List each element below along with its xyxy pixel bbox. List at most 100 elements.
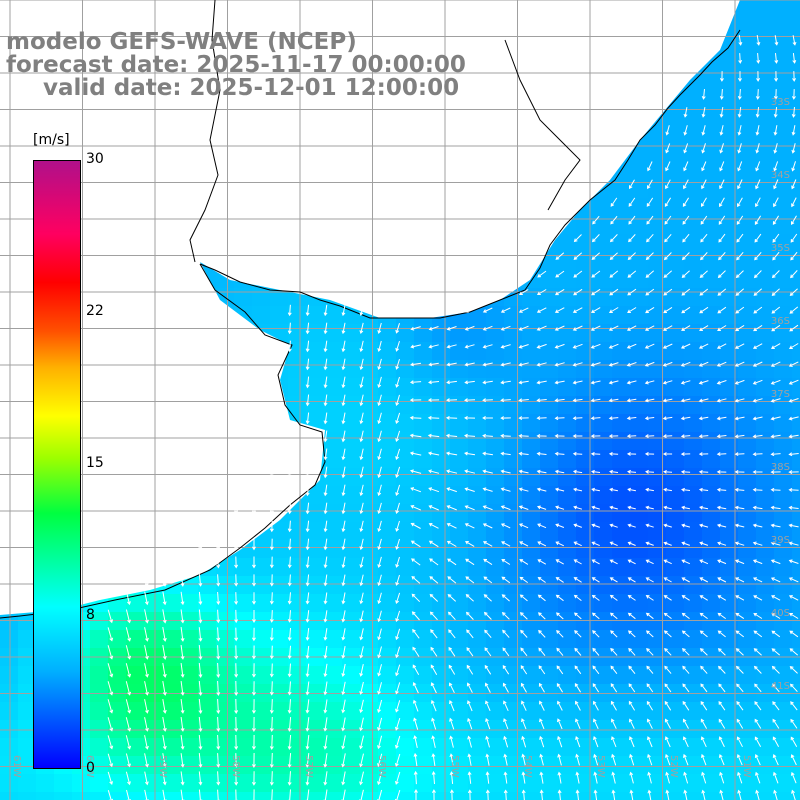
wind-arrow [521,718,527,730]
field-cell [432,756,451,775]
field-cell [612,594,631,613]
wind-arrow [536,343,547,349]
field-cell [630,558,649,577]
field-cell [288,324,307,343]
field-cell [342,720,361,739]
field-cell [144,666,163,685]
wind-arrow [752,416,763,421]
field-cell [648,270,667,289]
field-cell [126,612,145,631]
wind-arrow [662,434,673,439]
wind-arrow [539,718,545,730]
field-cell [486,360,505,379]
latitude-label: 41S [771,681,790,692]
wind-arrow [323,771,328,786]
wind-arrow [464,398,476,403]
wind-arrow [519,559,529,565]
field-cell [216,630,235,649]
wind-arrow [377,304,382,316]
wind-arrow [269,771,274,786]
wind-arrow [610,630,618,638]
wind-arrow [216,591,221,605]
field-cell [648,162,667,181]
field-cell [486,324,505,343]
field-cell [90,756,109,775]
field-cell [720,324,739,343]
wind-arrow [234,502,239,515]
wind-arrow [698,361,709,367]
wind-arrow [608,307,619,313]
wind-arrow [629,753,635,766]
wind-arrow [717,306,727,314]
field-cell [684,378,703,397]
field-cell [774,198,793,217]
wind-arrow [395,592,401,605]
field-cell [414,342,433,361]
field-cell [720,612,739,631]
wind-arrow [482,307,493,313]
field-cell [720,252,739,271]
field-cell [360,540,379,559]
field-cell [720,774,739,793]
wind-arrow [500,505,511,511]
field-cell [450,414,469,433]
field-cell [648,198,667,217]
field-cell [306,522,325,541]
field-cell [720,162,739,181]
field-cell [450,342,469,361]
wind-arrow [572,398,583,403]
wind-arrow [305,394,310,407]
wind-arrow [198,609,203,624]
wind-arrow [180,753,185,768]
field-cell [648,630,667,649]
field-cell [720,594,739,613]
wind-arrow [428,307,439,313]
wind-arrow [377,430,382,443]
wind-arrow [716,416,727,421]
field-cell [594,270,613,289]
wind-arrow [359,556,364,569]
field-cell [792,522,800,541]
field-cell [288,702,307,721]
field-cell [198,774,217,793]
wind-arrow [251,556,256,569]
wind-arrow [591,288,601,296]
wind-arrow [790,701,798,711]
field-cell [558,450,577,469]
wind-arrow [791,215,797,226]
field-cell [540,396,559,415]
wind-arrow [682,665,690,674]
field-cell [720,270,739,289]
field-cell [468,378,487,397]
wind-arrow [590,343,601,349]
field-cell [594,792,613,800]
field-cell [702,702,721,721]
field-cell [288,576,307,595]
wind-arrow [198,627,203,642]
wind-arrow [216,645,221,660]
field-cell [720,720,739,739]
field-cell [702,666,721,685]
field-cell [522,432,541,451]
wind-arrow [611,771,616,784]
wind-arrow [682,647,690,656]
field-cell [576,576,595,595]
wind-arrow [627,612,636,620]
field-cell [648,702,667,721]
wind-arrow [234,609,239,624]
field-cell [450,630,469,649]
wind-arrow [251,771,256,786]
field-cell [774,0,793,19]
field-cell [774,702,793,721]
field-cell [720,108,739,127]
field-cell [198,720,217,739]
field-cell [414,612,433,631]
wind-arrow [626,380,637,385]
field-cell [576,612,595,631]
wind-arrow [446,523,457,529]
wind-arrow [701,771,707,784]
field-cell [342,450,361,469]
wind-arrow [629,179,635,190]
wind-arrow [663,541,672,546]
wind-arrow [482,362,493,367]
